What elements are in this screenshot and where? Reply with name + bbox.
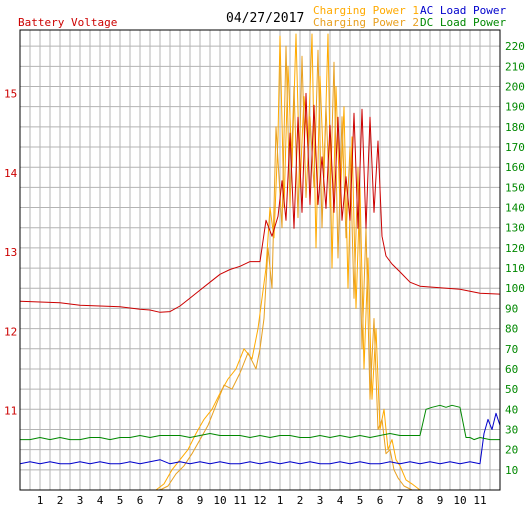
right-axis-tick-label: 140 xyxy=(505,202,525,215)
right-axis-tick-label: 30 xyxy=(505,423,518,436)
right-axis-tick-label: 200 xyxy=(505,80,525,93)
right-axis-tick-label: 10 xyxy=(505,464,518,477)
x-tick-label: 10 xyxy=(453,494,466,507)
left-axis-tick-label: 13 xyxy=(4,246,17,259)
x-tick-label: 11 xyxy=(233,494,246,507)
x-tick-label: 5 xyxy=(117,494,124,507)
x-tick-label: 4 xyxy=(337,494,344,507)
x-tick-label: 7 xyxy=(157,494,164,507)
right-axis-tick-label: 70 xyxy=(505,343,518,356)
left-axis-label: Battery Voltage xyxy=(18,16,118,29)
right-axis-tick-label: 110 xyxy=(505,262,525,275)
right-axis-tick-label: 130 xyxy=(505,222,525,235)
left-axis-tick-label: 14 xyxy=(4,167,18,180)
right-axis-tick-label: 170 xyxy=(505,141,525,154)
left-axis-tick-label: 15 xyxy=(4,87,17,100)
right-axis-tick-label: 50 xyxy=(505,383,518,396)
right-axis-tick-label: 60 xyxy=(505,363,518,376)
right-axis-tick-label: 190 xyxy=(505,101,525,114)
right-axis-tick-label: 20 xyxy=(505,444,518,457)
right-axis-tick-label: 150 xyxy=(505,181,525,194)
legend-charging-power-1: Charging Power 1 xyxy=(313,4,419,17)
left-axis-tick-label: 12 xyxy=(4,325,17,338)
chart-series-layer xyxy=(19,33,501,491)
chart-grid xyxy=(20,30,500,490)
right-axis-tick-label: 180 xyxy=(505,121,525,134)
series-line-ac-load-power xyxy=(19,412,501,465)
x-tick-label: 2 xyxy=(57,494,64,507)
x-tick-label: 4 xyxy=(97,494,104,507)
left-axis-tick-label: 11 xyxy=(4,405,17,418)
right-axis-tick-label: 80 xyxy=(505,323,518,336)
x-tick-label: 8 xyxy=(177,494,184,507)
right-axis-tick-label: 160 xyxy=(505,161,525,174)
legend-ac-load-power: AC Load Power xyxy=(420,4,507,17)
x-tick-label: 12 xyxy=(253,494,266,507)
right-axis-tick-label: 220 xyxy=(505,40,525,53)
x-tick-label: 9 xyxy=(437,494,444,507)
x-tick-label: 3 xyxy=(317,494,324,507)
right-axis-tick-label: 100 xyxy=(505,282,525,295)
x-tick-label: 11 xyxy=(473,494,486,507)
chart-ticks-layer: 1 2 3 4 5 6 7 8 9 10 11 12 1 2 3 4 5 6 7 8 9 10 11111213141510… xyxy=(4,40,525,507)
x-tick-label: 10 xyxy=(213,494,226,507)
x-tick-label: 1 xyxy=(277,494,284,507)
x-tick-label: 6 xyxy=(137,494,144,507)
x-tick-label: 3 xyxy=(77,494,84,507)
series-line-dc-load-power xyxy=(20,404,500,441)
plot-area-frame xyxy=(19,29,501,491)
series-line-battery-voltage xyxy=(19,92,501,313)
x-tick-label: 8 xyxy=(417,494,424,507)
legend-charging-power-2: Charging Power 2 xyxy=(313,16,419,29)
x-tick-label: 2 xyxy=(297,494,304,507)
x-tick-label: 6 xyxy=(377,494,384,507)
chart-title-date: 04/27/2017 xyxy=(226,11,305,26)
x-tick-label: 5 xyxy=(357,494,364,507)
right-axis-tick-label: 90 xyxy=(505,302,518,315)
x-tick-label: 7 xyxy=(397,494,404,507)
x-tick-label: 1 xyxy=(37,494,44,507)
x-tick-label: 9 xyxy=(197,494,204,507)
right-axis-tick-label: 40 xyxy=(505,403,518,416)
right-axis-tick-label: 210 xyxy=(505,60,525,73)
legend-dc-load-power: DC Load Power xyxy=(420,16,507,29)
right-axis-tick-label: 120 xyxy=(505,242,525,255)
